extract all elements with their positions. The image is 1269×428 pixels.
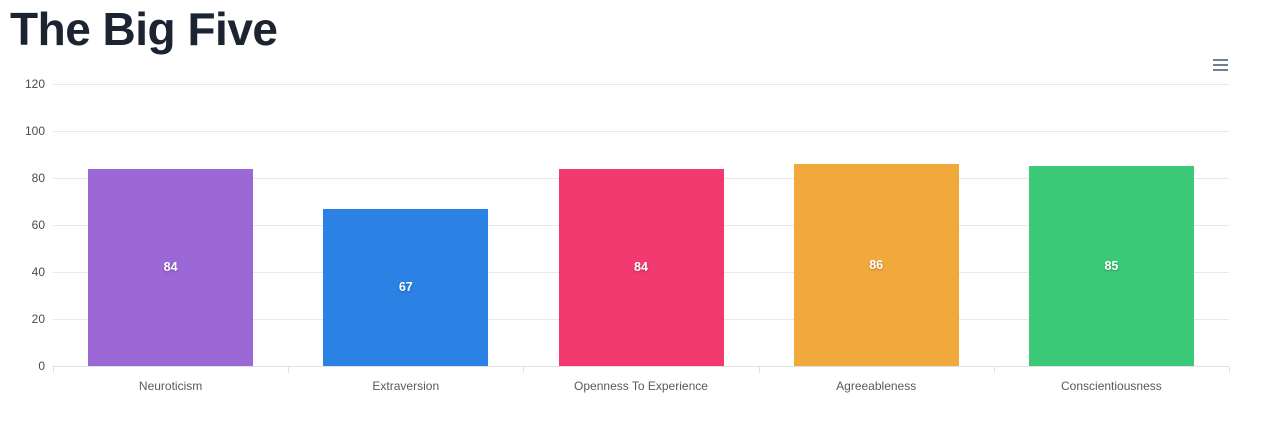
- chart-title: The Big Five: [10, 3, 278, 55]
- x-axis-category-label: Openness To Experience: [574, 379, 708, 393]
- y-gridline: [53, 84, 1229, 85]
- x-axis-tick: [53, 367, 54, 373]
- x-axis-tick: [1229, 367, 1230, 373]
- x-axis-tick: [993, 367, 995, 373]
- bar-value-label: 86: [869, 257, 884, 272]
- y-gridline: [53, 131, 1229, 132]
- menu-bar-line: [1213, 58, 1228, 62]
- menu-bar-line: [1213, 68, 1228, 72]
- bar-value-label: 85: [1104, 259, 1119, 274]
- y-axis-tick-label: 20: [31, 312, 45, 326]
- x-axis-category-label: Agreeableness: [836, 379, 917, 393]
- hamburger-menu-icon[interactable]: [1213, 57, 1229, 73]
- x-axis-category-label: Conscientiousness: [1061, 379, 1162, 393]
- x-axis-line: [53, 366, 1229, 367]
- menu-bar-line: [1213, 63, 1228, 67]
- y-axis-tick-label: 40: [31, 265, 45, 279]
- x-axis-category-label: Extraversion: [372, 379, 440, 393]
- y-axis-tick-label: 60: [31, 218, 45, 232]
- bar-neuroticism[interactable]: 84: [88, 168, 254, 366]
- bar-value-label: 84: [163, 260, 178, 275]
- y-axis-tick-label: 0: [38, 359, 45, 373]
- bar-conscientiousness[interactable]: 85: [1028, 166, 1194, 366]
- bar-value-label: 84: [634, 260, 648, 275]
- y-axis-tick-label: 120: [24, 77, 45, 91]
- x-axis-tick: [288, 367, 290, 373]
- x-axis-category-label: Neuroticism: [138, 379, 203, 393]
- y-axis-tick-label: 80: [31, 171, 45, 185]
- bar-extraversion[interactable]: 67: [323, 208, 489, 366]
- bar-agreeableness[interactable]: 86: [793, 163, 959, 366]
- y-axis-tick-label: 100: [24, 124, 45, 138]
- bar-value-label: 67: [398, 280, 413, 295]
- x-axis-tick: [758, 367, 760, 373]
- bar-openness-to-experience[interactable]: 84: [558, 168, 724, 366]
- x-axis-tick: [523, 367, 525, 373]
